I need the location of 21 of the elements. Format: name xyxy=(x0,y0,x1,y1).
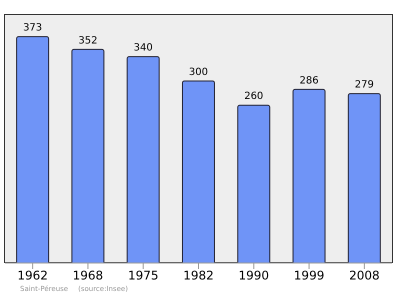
bar xyxy=(292,88,326,263)
x-tick-label: 1982 xyxy=(183,268,214,283)
data-label: 300 xyxy=(188,66,208,78)
x-tick-label: 1975 xyxy=(128,268,158,283)
bar xyxy=(182,80,215,263)
bar xyxy=(348,93,381,263)
data-label: 373 xyxy=(23,22,42,34)
bar xyxy=(237,104,270,263)
data-label: 340 xyxy=(134,42,153,54)
data-label: 352 xyxy=(78,35,98,46)
data-label: 279 xyxy=(354,80,374,91)
x-tick-label: 1968 xyxy=(72,268,104,283)
x-tick-label: 1999 xyxy=(294,268,324,283)
x-tick-label: 2008 xyxy=(349,268,380,283)
data-label: 286 xyxy=(299,75,319,86)
x-tick-label: 1990 xyxy=(238,268,270,283)
data-label: 260 xyxy=(244,91,264,102)
bar xyxy=(126,56,160,263)
x-tick-label: 1962 xyxy=(17,268,48,283)
bar xyxy=(71,48,104,263)
bar xyxy=(16,36,50,263)
